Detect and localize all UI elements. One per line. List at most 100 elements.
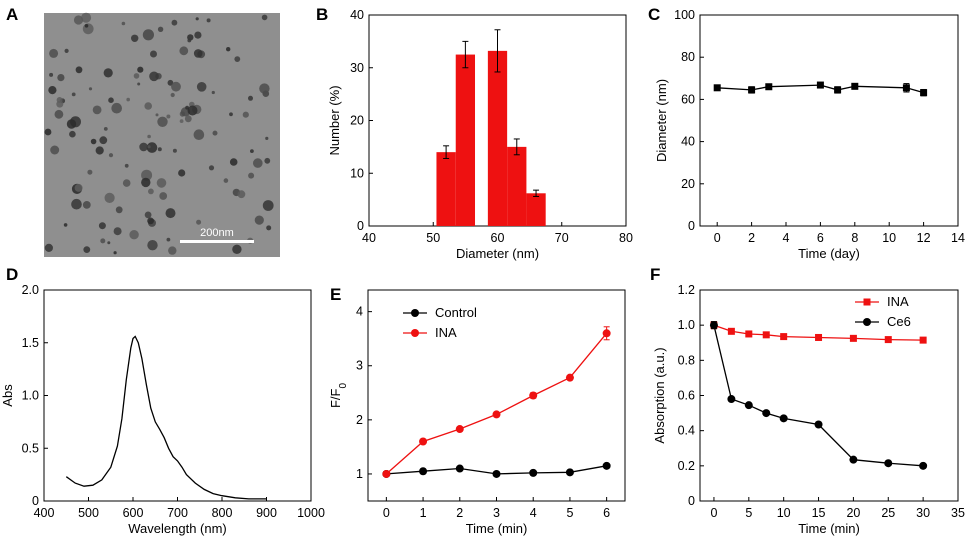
nanoparticle [113, 251, 117, 255]
x-tick-label: 2 [456, 506, 463, 520]
nanoparticle [113, 227, 122, 236]
y-axis-label: Abs [0, 384, 15, 407]
plot-frame [699, 289, 959, 502]
nanoparticle [141, 169, 153, 181]
chart-b: 40 50 60 70 80 0 10 20 30 40 Diameter (nm) Number (… [327, 8, 633, 261]
diameter-series-point [920, 89, 928, 97]
nanoparticle [157, 147, 162, 152]
nanoparticle [226, 47, 231, 52]
x-tick-label: 14 [951, 231, 965, 245]
x-tick-label: 5 [566, 506, 573, 520]
y-axis-label: Absorption (a.u.) [652, 347, 667, 443]
nanoparticle [56, 97, 63, 103]
nanoparticle [122, 179, 131, 187]
nanoparticle [121, 21, 126, 26]
nanoparticle [196, 82, 207, 92]
ce6-series-point [849, 455, 858, 464]
nanoparticle [73, 15, 84, 25]
y-tick-label: 0.2 [678, 459, 695, 473]
control-series-point [529, 468, 538, 477]
nanoparticle [266, 225, 272, 231]
y-tick-label: 10 [350, 166, 364, 180]
y-tick-label: 30 [350, 61, 364, 75]
ina-series-point [919, 336, 927, 344]
nanoparticle [103, 126, 108, 131]
nanoparticle [133, 73, 140, 79]
y-axis-label: Diameter (nm) [654, 79, 669, 162]
nanoparticle [248, 95, 253, 101]
x-tick-label: 25 [881, 506, 895, 520]
nanoparticle [126, 97, 130, 102]
ina-series-point [382, 469, 391, 478]
nanoparticle [196, 219, 202, 225]
nanoparticle [250, 149, 254, 154]
x-tick-label: 10 [777, 506, 791, 520]
control-series-point [602, 461, 611, 470]
nanoparticle [142, 29, 154, 41]
y-tick-label: 80 [681, 50, 695, 64]
y-tick-label: 4 [356, 305, 363, 319]
x-tick-label: 2 [748, 231, 755, 245]
nanoparticle [44, 128, 52, 136]
nanoparticle [171, 19, 178, 26]
legend-marker [411, 329, 419, 337]
x-tick-label: 6 [817, 231, 824, 245]
nanoparticle [208, 165, 215, 171]
nanoparticle [178, 169, 186, 177]
control-series-point [455, 464, 464, 473]
diameter-series-point [765, 83, 773, 91]
y-axis-label: F/F0 [328, 383, 349, 409]
nanoparticle [69, 130, 76, 138]
nanoparticle [262, 200, 274, 211]
nanoparticle [166, 114, 171, 119]
nanoparticle [265, 136, 269, 140]
y-tick-label: 20 [681, 177, 695, 191]
x-tick-label: 700 [167, 506, 188, 520]
ce6-series-point [814, 420, 823, 429]
nanoparticle [168, 246, 177, 255]
nanoparticle [212, 130, 218, 136]
ina-series-point [745, 330, 753, 338]
nanoparticle [156, 178, 167, 188]
nanoparticle [144, 102, 152, 110]
nanoparticle [48, 86, 57, 95]
nanoparticle [254, 215, 264, 225]
y-tick-label: 1.0 [678, 318, 695, 332]
nanoparticle [234, 56, 241, 62]
y-tick-label: 1 [356, 467, 363, 481]
y-tick-label: 0.5 [22, 441, 39, 455]
nanoparticle [172, 148, 177, 153]
ce6-series-point [779, 414, 788, 423]
nanoparticle [108, 153, 114, 158]
panel-label-b: B [316, 5, 328, 24]
diameter-series-point [902, 84, 910, 92]
ina-series-point [455, 425, 464, 434]
nanoparticle [81, 12, 92, 23]
bar [507, 146, 527, 226]
nanoparticle [150, 50, 157, 58]
nanoparticle [147, 217, 155, 225]
y-tick-label: 1.0 [22, 389, 39, 403]
nanoparticle [71, 198, 82, 210]
nanoparticle [137, 82, 141, 86]
nanoparticle [248, 172, 255, 179]
x-tick-label: 20 [846, 506, 860, 520]
nanoparticle [75, 66, 83, 74]
diameter-series-point [748, 86, 756, 94]
panel-label-c: C [648, 5, 660, 24]
nanoparticle [141, 177, 151, 188]
x-tick-label: 3 [493, 506, 500, 520]
bar [526, 193, 546, 226]
y-axis-label: Number (%) [327, 85, 342, 155]
x-axis-label: Wavelength (nm) [128, 521, 227, 536]
nanoparticle [148, 188, 154, 195]
nanoparticle [159, 192, 168, 200]
x-tick-label: 4 [783, 231, 790, 245]
y-tick-label: 0.4 [678, 424, 695, 438]
nanoparticle [146, 142, 158, 153]
bar [487, 50, 508, 227]
ina-series-line [385, 332, 608, 475]
x-tick-label: 80 [619, 231, 633, 245]
bar [436, 152, 456, 226]
x-axis-label: Time (day) [798, 246, 860, 261]
